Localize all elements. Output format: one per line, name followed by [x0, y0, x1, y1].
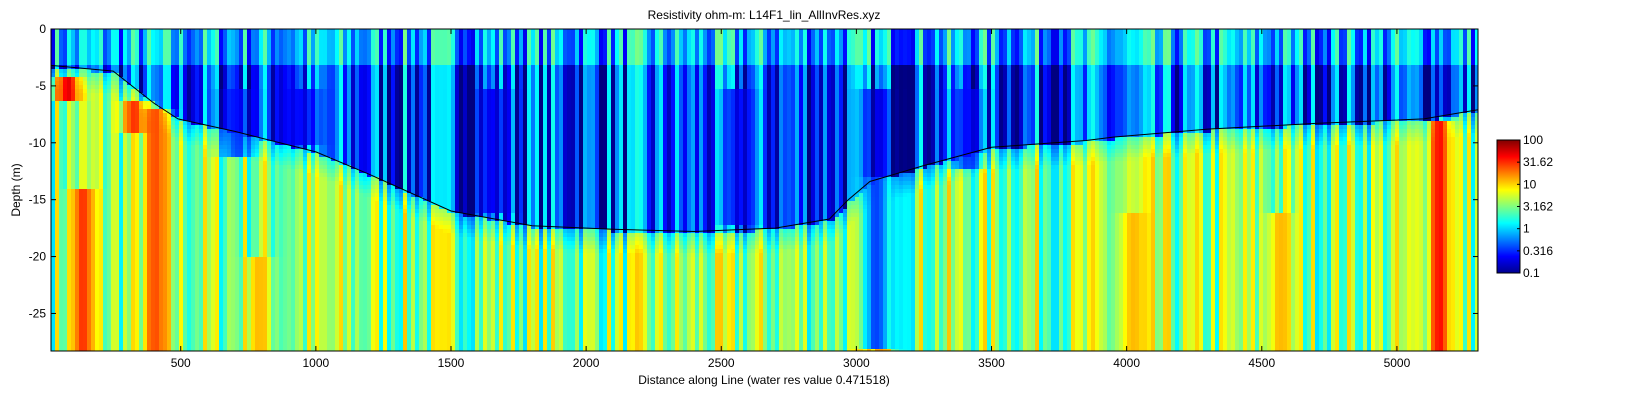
y-tick-label: -20	[29, 250, 47, 264]
x-tick-label: 500	[171, 356, 191, 370]
x-tick-label: 1000	[303, 356, 330, 370]
x-tick-label: 1500	[438, 356, 465, 370]
colorbar-tick-label: 31.62	[1523, 155, 1553, 169]
y-tick-label: -10	[29, 136, 47, 150]
x-tick-label: 3000	[843, 356, 870, 370]
colorbar: 100 31.62 10 3.162 1 0.316 0.1	[1497, 133, 1553, 280]
y-tick-label: 0	[39, 22, 46, 36]
colorbar-tick-label: 100	[1523, 133, 1543, 147]
x-tick-label: 2500	[708, 356, 735, 370]
x-tick-label: 2000	[573, 356, 600, 370]
x-tick-label: 5000	[1384, 356, 1411, 370]
colorbar-tick-label: 0.1	[1523, 266, 1540, 280]
y-tick-label: -15	[29, 193, 47, 207]
x-tick-label: 4000	[1113, 356, 1140, 370]
colorbar-tick-label: 10	[1523, 177, 1537, 191]
chart-title: Resistivity ohm-m: L14F1_lin_AllInvRes.x…	[648, 8, 881, 22]
y-tick-label: -5	[35, 79, 46, 93]
colorbar-tick-label: 0.316	[1523, 244, 1553, 258]
y-axis-label: Depth (m)	[9, 163, 23, 216]
x-axis-label: Distance along Line (water res value 0.4…	[638, 373, 889, 387]
y-tick-label: -25	[29, 306, 47, 320]
resistivity-heatmap	[51, 29, 1480, 354]
colorbar-tick-label: 3.162	[1523, 200, 1553, 214]
x-tick-label: 4500	[1248, 356, 1275, 370]
colorbar-gradient	[1497, 140, 1520, 273]
x-tick-label: 3500	[978, 356, 1005, 370]
colorbar-tick-label: 1	[1523, 222, 1530, 236]
colorbar-ticks: 100 31.62 10 3.162 1 0.316 0.1	[1517, 133, 1553, 280]
